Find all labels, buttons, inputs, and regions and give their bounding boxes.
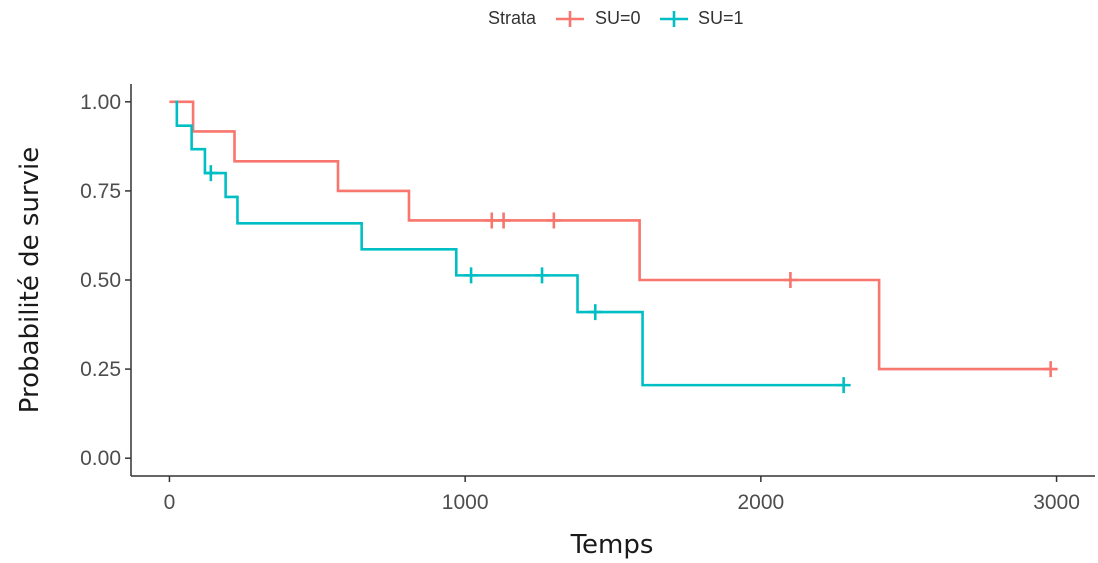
legend-title: Strata xyxy=(488,8,537,28)
censor-mark xyxy=(203,165,218,182)
x-axis-title: Temps xyxy=(570,530,654,560)
y-tick-label: 0.00 xyxy=(80,447,121,470)
censor-mark xyxy=(535,267,550,284)
y-tick-label: 0.75 xyxy=(80,180,121,203)
censor-mark xyxy=(1043,361,1058,378)
x-tick-label: 0 xyxy=(164,491,176,514)
x-axis-ticks: 0 1000 2000 3000 xyxy=(164,476,1080,514)
legend: Strata SU=0 SU=1 xyxy=(488,8,744,28)
x-tick-label: 2000 xyxy=(737,491,784,514)
series-su-1 xyxy=(175,100,851,394)
series-su-0 xyxy=(169,100,1058,378)
y-tick-label: 0.50 xyxy=(80,269,121,292)
y-axis-ticks: 0.00 0.25 0.50 0.75 1.00 xyxy=(80,91,131,470)
plot-area xyxy=(169,100,1058,394)
censor-mark xyxy=(783,272,798,288)
y-tick-label: 1.00 xyxy=(80,91,121,114)
y-tick-label: 0.25 xyxy=(80,358,121,381)
legend-label: SU=1 xyxy=(698,8,744,28)
censor-mark xyxy=(588,304,603,321)
censor-mark xyxy=(496,212,511,229)
x-tick-label: 1000 xyxy=(442,491,489,514)
survival-curve xyxy=(175,100,844,387)
legend-label: SU=0 xyxy=(595,8,641,28)
survival-curve xyxy=(169,100,1051,371)
censor-mark xyxy=(464,267,479,284)
x-tick-label: 3000 xyxy=(1033,491,1080,514)
censor-mark xyxy=(546,212,561,229)
y-axis-title: Probabilité de survie xyxy=(15,147,45,413)
censor-mark xyxy=(836,377,851,394)
censor-mark xyxy=(484,212,499,229)
